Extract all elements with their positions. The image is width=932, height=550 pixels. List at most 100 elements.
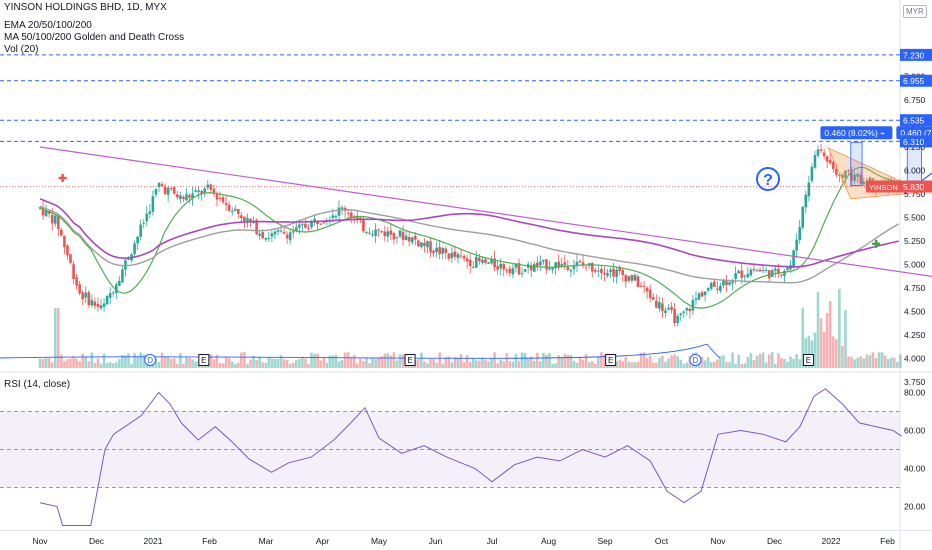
volume-bar — [328, 355, 332, 368]
currency-badge[interactable]: MYR — [903, 5, 927, 18]
candle — [191, 186, 194, 206]
indicator-ma-cross[interactable]: MA 50/100/200 Golden and Death Cross — [4, 32, 185, 43]
volume-bar — [642, 352, 646, 368]
level-price-label: 7.230 — [903, 50, 925, 60]
golden-cross-marker[interactable] — [872, 239, 881, 248]
death-cross-marker[interactable] — [58, 174, 67, 183]
volume-bars — [38, 288, 902, 368]
ema-200-line[interactable] — [39, 197, 899, 268]
candle — [151, 190, 155, 216]
volume-bar — [892, 357, 896, 368]
candle — [609, 267, 612, 278]
rsi-line[interactable] — [39, 388, 902, 526]
volume-bar — [389, 355, 393, 368]
volume-bar — [590, 361, 594, 368]
volume-bar — [294, 360, 298, 368]
candle — [148, 204, 152, 219]
level-price-badge — [900, 74, 932, 87]
volume-bar — [163, 356, 167, 368]
candle — [413, 232, 417, 246]
volume-bar — [72, 356, 75, 368]
rsi-title[interactable]: RSI (14, close) — [4, 379, 71, 390]
volume-bar — [38, 358, 42, 368]
volume-bar — [81, 353, 85, 368]
descending-trendline[interactable] — [39, 146, 932, 307]
candle — [828, 152, 832, 165]
volume-bar — [118, 359, 121, 368]
candle — [459, 248, 463, 259]
candle — [603, 266, 606, 282]
measure-tool[interactable]: 0.460 (8.02%) ⌁ — [820, 126, 893, 186]
volume-bar — [560, 356, 564, 368]
volume-bar — [429, 358, 432, 368]
last-price-label: 5.830 — [903, 182, 925, 192]
candle — [542, 259, 545, 265]
candle — [694, 291, 698, 306]
question-icon[interactable]: ? — [756, 167, 780, 191]
volume-bar — [362, 361, 365, 368]
candle — [798, 219, 801, 244]
candle — [313, 214, 316, 226]
price-tick-label: 5.250 — [904, 236, 926, 246]
earnings-event-icon[interactable]: E — [605, 354, 617, 366]
candle — [423, 237, 426, 253]
symbol-badge — [866, 180, 900, 193]
volume-bar — [749, 352, 753, 368]
earnings-event-icon[interactable]: E — [198, 354, 210, 366]
volume-bar — [865, 354, 869, 368]
earnings-event-icon[interactable]: E — [802, 354, 814, 366]
volume-bar — [813, 332, 817, 368]
volume-bar — [319, 360, 322, 368]
candle — [691, 295, 695, 315]
candle — [642, 280, 646, 294]
volume-bar — [804, 338, 808, 368]
candle — [72, 261, 75, 285]
volume-bar — [420, 352, 423, 368]
price-tick-label: 4.250 — [904, 330, 926, 340]
volume-bar — [636, 361, 640, 368]
candle — [136, 235, 139, 251]
indicator-volume[interactable]: Vol (20) — [4, 44, 39, 55]
indicator-ema[interactable]: EMA 20/50/100/200 — [4, 20, 92, 31]
volume-bar — [459, 354, 463, 368]
candle — [783, 269, 786, 283]
candle — [697, 291, 701, 301]
candle — [523, 268, 527, 273]
candle — [636, 274, 640, 288]
volume-bar — [877, 352, 881, 368]
volume-bar — [90, 352, 94, 368]
dividend-event-icon[interactable]: D — [689, 354, 702, 366]
volume-bar — [624, 356, 628, 368]
candle — [182, 195, 185, 202]
candle — [392, 232, 396, 245]
candle — [804, 190, 808, 214]
dividend-event-icon[interactable]: D — [144, 354, 157, 366]
candle — [850, 166, 853, 188]
ema-100-line[interactable] — [39, 205, 900, 284]
volume-bar — [487, 361, 490, 368]
volume-bar — [136, 356, 139, 368]
time-tick-label: Nov — [710, 536, 726, 546]
volume-bar — [825, 312, 829, 368]
earnings-event-icon[interactable]: E — [404, 354, 416, 366]
volume-bar — [529, 356, 533, 368]
ema-20-line[interactable] — [39, 166, 899, 309]
volume-bar — [169, 358, 173, 368]
candle — [639, 281, 643, 288]
volume-bar — [87, 361, 91, 368]
time-tick-label: Aug — [541, 536, 556, 546]
candle — [600, 265, 603, 280]
volume-bar — [365, 358, 368, 368]
volume-bar — [435, 362, 438, 368]
volume-bar — [325, 362, 329, 368]
candle — [569, 268, 573, 278]
volume-bar — [264, 362, 268, 368]
symbol-title: YINSON HOLDINGS BHD, 1D, MYX — [4, 2, 167, 13]
volume-bar — [166, 356, 170, 368]
volume-bar — [709, 362, 713, 368]
candle — [755, 268, 759, 272]
volume-bar — [798, 359, 801, 368]
volume-bar — [279, 355, 283, 368]
